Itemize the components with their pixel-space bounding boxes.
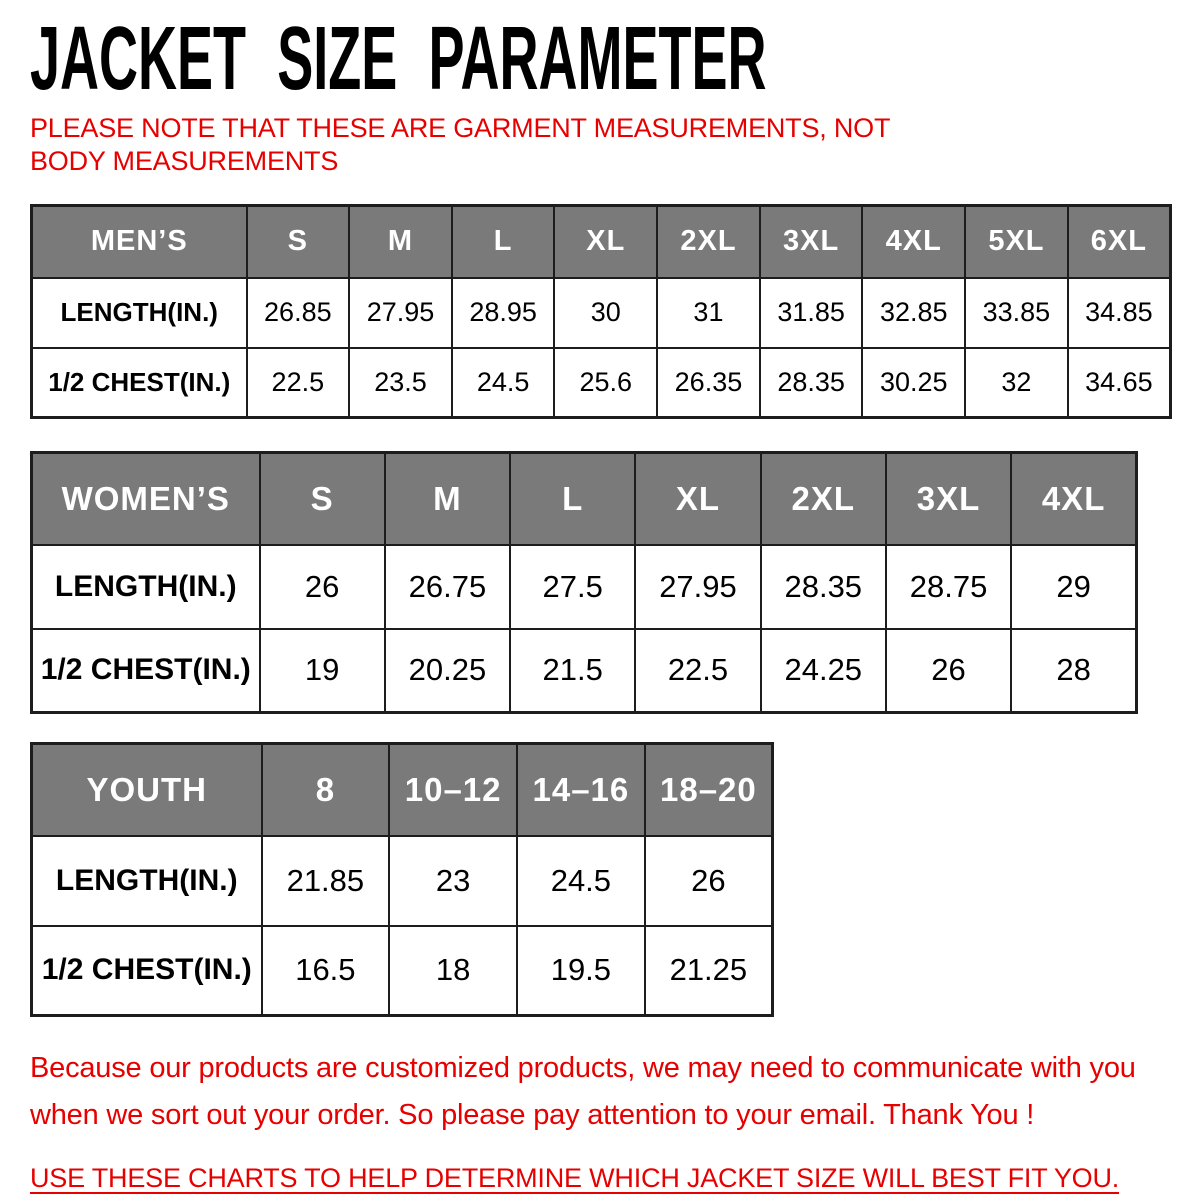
womens-value-cell: 20.25	[383, 627, 512, 714]
womens-value-cell: 28.35	[759, 543, 887, 630]
customization-notice: Because our products are customized prod…	[30, 1052, 1136, 1131]
mens-value-cell: 30.25	[861, 346, 967, 419]
mens-size-table: MEN’S S M L XL 2XL 3XL 4XL 5XL 6XL LENGTH(IN.) 26.8…	[30, 204, 1172, 419]
youth-value-cell: 21.25	[643, 924, 774, 1017]
youth-size-header: 18–20	[643, 742, 774, 837]
page-title-text: JACKET SIZE PARAMETER	[30, 9, 767, 109]
womens-size-header: 4XL	[1010, 451, 1138, 546]
mens-size-header: 4XL	[861, 204, 967, 279]
mens-data-row: LENGTH(IN.) 26.85 27.95 28.95 30 31 31.85 32.85…	[30, 276, 1172, 349]
mens-size-header: S	[245, 204, 351, 279]
youth-row-label: 1/2 CHEST(IN.)	[30, 924, 263, 1017]
mens-size-header: M	[348, 204, 453, 279]
youth-value-cell: 23	[388, 834, 518, 927]
youth-header-row: YOUTH 8 10–12 14–16 18–20	[30, 742, 774, 837]
womens-value-cell: 26	[258, 543, 386, 630]
womens-value-cell: 19	[258, 627, 386, 714]
mens-value-cell: 26.35	[656, 346, 761, 419]
mens-value-cell: 28.35	[758, 346, 864, 419]
womens-value-cell: 28	[1010, 627, 1138, 714]
mens-header-row: MEN’S S M L XL 2XL 3XL 4XL 5XL 6XL	[30, 204, 1172, 279]
mens-value-cell: 31	[656, 276, 761, 349]
womens-value-cell: 24.25	[759, 627, 887, 714]
mens-value-cell: 23.5	[348, 346, 453, 419]
youth-data-row: 1/2 CHEST(IN.) 16.5 18 19.5 21.25	[30, 924, 774, 1017]
mens-value-cell: 32	[964, 346, 1069, 419]
youth-size-header: 14–16	[516, 742, 646, 837]
youth-size-header: 8	[260, 742, 391, 837]
youth-value-cell: 26	[643, 834, 774, 927]
womens-data-row: LENGTH(IN.) 26 26.75 27.5 27.95 28.35 28.75 29	[30, 543, 1138, 630]
mens-size-header: 3XL	[758, 204, 864, 279]
womens-size-header: M	[383, 451, 512, 546]
womens-size-header: XL	[634, 451, 762, 546]
youth-row-label: LENGTH(IN.)	[30, 834, 263, 927]
youth-data-row: LENGTH(IN.) 21.85 23 24.5 26	[30, 834, 774, 927]
womens-row-label: 1/2 CHEST(IN.)	[30, 627, 261, 714]
mens-value-cell: 33.85	[964, 276, 1069, 349]
mens-value-cell: 34.65	[1066, 346, 1172, 419]
mens-row-label: LENGTH(IN.)	[30, 276, 248, 349]
womens-row-label: LENGTH(IN.)	[30, 543, 261, 630]
womens-size-header: L	[509, 451, 637, 546]
mens-value-cell: 32.85	[861, 276, 967, 349]
mens-size-header: 5XL	[964, 204, 1069, 279]
youth-value-cell: 18	[388, 924, 518, 1017]
garment-measurement-note: PLEASE NOTE THAT THESE ARE GARMENT MEASU…	[30, 113, 890, 176]
mens-value-cell: 22.5	[245, 346, 351, 419]
womens-size-table: WOMEN’S S M L XL 2XL 3XL 4XL LENGTH(IN.) 26 26.75 2…	[30, 451, 1138, 714]
mens-size-header: 2XL	[656, 204, 761, 279]
youth-size-header: 10–12	[388, 742, 518, 837]
youth-group-label: YOUTH	[30, 742, 263, 837]
mens-value-cell: 34.85	[1066, 276, 1172, 349]
womens-data-row: 1/2 CHEST(IN.) 19 20.25 21.5 22.5 24.25 26 28	[30, 627, 1138, 714]
womens-value-cell: 21.5	[509, 627, 637, 714]
mens-value-cell: 27.95	[348, 276, 453, 349]
womens-value-cell: 22.5	[634, 627, 762, 714]
womens-value-cell: 28.75	[884, 543, 1013, 630]
youth-value-cell: 24.5	[516, 834, 646, 927]
mens-value-cell: 28.95	[450, 276, 556, 349]
page-title: JACKET SIZE PARAMETER	[30, 0, 1180, 109]
mens-value-cell: 25.6	[553, 346, 659, 419]
mens-group-label: MEN’S	[30, 204, 248, 279]
womens-value-cell: 26	[884, 627, 1013, 714]
womens-header-row: WOMEN’S S M L XL 2XL 3XL 4XL	[30, 451, 1138, 546]
youth-value-cell: 21.85	[260, 834, 391, 927]
mens-size-header: XL	[553, 204, 659, 279]
womens-group-label: WOMEN’S	[30, 451, 261, 546]
mens-size-header: 6XL	[1066, 204, 1172, 279]
womens-value-cell: 26.75	[383, 543, 512, 630]
mens-size-header: L	[450, 204, 556, 279]
womens-value-cell: 27.5	[509, 543, 637, 630]
womens-size-header: 2XL	[759, 451, 887, 546]
mens-value-cell: 26.85	[245, 276, 351, 349]
chart-usage-note: USE THESE CHARTS TO HELP DETERMINE WHICH…	[30, 1163, 1120, 1193]
mens-value-cell: 30	[553, 276, 659, 349]
youth-size-table: YOUTH 8 10–12 14–16 18–20 LENGTH(IN.) 21.85 23 2…	[30, 742, 774, 1017]
mens-row-label: 1/2 CHEST(IN.)	[30, 346, 248, 419]
womens-size-header: 3XL	[884, 451, 1013, 546]
mens-data-row: 1/2 CHEST(IN.) 22.5 23.5 24.5 25.6 26.35 28.35…	[30, 346, 1172, 419]
youth-value-cell: 16.5	[260, 924, 391, 1017]
womens-size-header: S	[258, 451, 386, 546]
womens-value-cell: 29	[1010, 543, 1138, 630]
mens-value-cell: 24.5	[450, 346, 556, 419]
mens-value-cell: 31.85	[758, 276, 864, 349]
size-tables: MEN’S S M L XL 2XL 3XL 4XL 5XL 6XL LENGTH(IN.) 26.8…	[30, 204, 1180, 1017]
womens-value-cell: 27.95	[634, 543, 762, 630]
youth-value-cell: 19.5	[516, 924, 646, 1017]
